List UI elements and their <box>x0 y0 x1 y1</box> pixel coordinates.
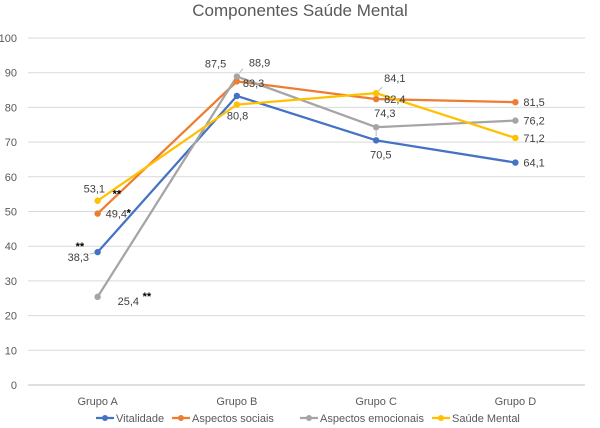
data-label: 87,5 <box>205 58 226 70</box>
data-point <box>372 95 380 103</box>
data-point <box>94 248 101 256</box>
x-tick-label: Grupo D <box>495 396 537 408</box>
y-axis: 0 10 20 30 40 50 60 70 80 90 100 <box>0 33 17 392</box>
series-line <box>96 80 516 215</box>
y-tick-label: 10 <box>5 345 17 357</box>
significance-marker: ** <box>143 291 152 303</box>
data-point <box>94 197 101 204</box>
x-tick-label: Grupo A <box>77 396 118 408</box>
label-leader-line <box>89 252 95 255</box>
legend-marker <box>438 415 444 421</box>
x-axis: Grupo A Grupo B Grupo C Grupo D <box>77 396 536 408</box>
legend-marker <box>102 415 108 421</box>
data-label: 83,3 <box>243 78 264 90</box>
data-label: 76,2 <box>523 116 544 128</box>
data-point <box>94 293 101 301</box>
data-point <box>512 117 519 124</box>
y-tick-label: 70 <box>5 137 17 149</box>
legend: Vitalidade Aspectos sociais Aspectos emoci… <box>96 413 520 425</box>
y-tick-label: 90 <box>5 68 17 80</box>
data-label: 88,9 <box>249 58 270 70</box>
data-label: 80,8 <box>227 111 248 123</box>
data-label: 49,4 <box>106 209 127 221</box>
data-point <box>512 159 519 166</box>
data-label: 53,1 <box>84 184 105 196</box>
data-label: 82,4 <box>384 94 405 106</box>
data-point <box>94 210 101 217</box>
data-point <box>512 98 519 106</box>
legend-marker <box>178 415 184 421</box>
series-line <box>96 92 516 202</box>
data-label: 25,4 <box>118 296 139 308</box>
data-label: 71,2 <box>523 133 544 145</box>
chart-title: Componentes Saúde Mental <box>192 1 407 20</box>
data-point <box>372 123 380 131</box>
data-label: 38,3 <box>68 252 89 264</box>
legend-marker <box>306 415 312 421</box>
data-point <box>233 92 241 100</box>
gridlines <box>28 37 585 386</box>
significance-marker: ** <box>76 241 85 253</box>
series-lines <box>94 73 519 301</box>
x-tick-label: Grupo C <box>355 396 397 408</box>
legend-label: Saúde Mental <box>452 413 520 425</box>
y-tick-label: 60 <box>5 172 17 184</box>
data-label: 70,5 <box>370 149 391 161</box>
y-tick-label: 40 <box>5 241 17 253</box>
label-leader-line <box>238 68 244 74</box>
y-tick-label: 20 <box>5 311 17 323</box>
y-tick-label: 30 <box>5 276 17 288</box>
data-point <box>372 89 380 97</box>
legend-label: Aspectos emocionais <box>320 413 424 425</box>
x-tick-label: Grupo B <box>216 396 257 408</box>
data-point <box>372 137 380 144</box>
y-tick-label: 0 <box>11 380 17 392</box>
legend-label: Aspectos sociais <box>192 413 274 425</box>
legend-label: Vitalidade <box>116 413 164 425</box>
series-line <box>96 94 516 253</box>
label-leader-line <box>378 86 383 92</box>
data-label: 64,1 <box>523 158 544 170</box>
series-line <box>96 75 516 298</box>
data-labels: 38,3 83,3 70,5 64,1 49,4 87,5 82,4 81,5 25,4 88,9… <box>68 58 545 308</box>
data-point <box>233 73 241 80</box>
data-point <box>233 78 241 85</box>
data-label: 84,1 <box>384 73 405 85</box>
data-point <box>233 101 241 108</box>
y-tick-label: 80 <box>5 102 17 114</box>
data-label: 81,5 <box>523 97 544 109</box>
significance-marker: ** <box>113 189 122 201</box>
data-label: 74,3 <box>374 108 395 120</box>
y-tick-label: 100 <box>0 33 17 45</box>
y-tick-label: 50 <box>5 207 17 219</box>
data-point <box>512 134 519 142</box>
significance-marker: * <box>127 208 132 220</box>
